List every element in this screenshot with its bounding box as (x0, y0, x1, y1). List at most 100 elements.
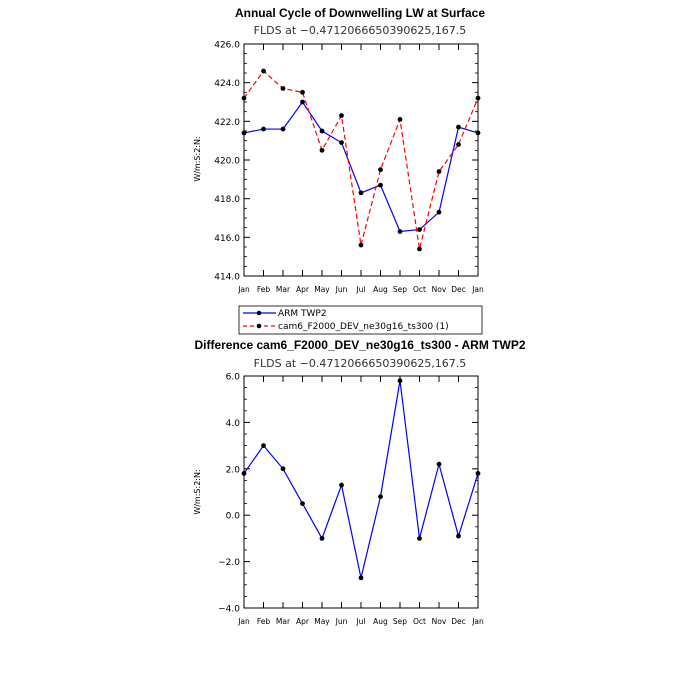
data-point (397, 117, 403, 122)
data-point (339, 482, 344, 488)
y-tick-label: 422.0 (214, 118, 240, 128)
data-point (417, 246, 422, 252)
plot-frame (243, 375, 479, 609)
legend-entry-arm: ARM TWP2 (278, 309, 327, 319)
y-tick-label: 6.0 (226, 373, 241, 383)
legend: ARM TWP2 cam6_F2000_DEV_ne30g16_ts300 (1… (238, 305, 483, 335)
data-point (417, 536, 422, 541)
data-point (319, 147, 325, 153)
x-tick-label: Sep (393, 285, 407, 294)
data-point (456, 142, 461, 147)
data-point (378, 494, 383, 500)
y-tick-label: 2.0 (226, 465, 241, 475)
x-tick-label: Feb (257, 617, 271, 626)
x-tick-label: May (314, 617, 330, 626)
y-tick-label: −4.0 (218, 605, 240, 615)
x-tick-label: Apr (296, 285, 310, 294)
legend-marker-arm (256, 310, 262, 316)
series-line-1 (243, 380, 479, 578)
x-tick-label: Aug (373, 617, 388, 626)
plot-series (241, 378, 481, 581)
x-tick-label: Jun (335, 617, 348, 626)
x-tick-label: Oct (413, 617, 426, 626)
x-tick-label: Jan (471, 617, 484, 626)
data-point (241, 471, 247, 476)
x-tick-label: Jan (237, 617, 250, 626)
legend-marker-cam6 (256, 323, 262, 329)
data-point (261, 443, 266, 448)
y-tick-label: 420.0 (214, 157, 240, 167)
chart-subtitle: FLDS at −0.4712066650390625,167.5 (254, 24, 467, 37)
chart-title: Difference cam6_F2000_DEV_ne30g16_ts300 … (194, 338, 525, 352)
y-tick-label: 426.0 (214, 41, 240, 51)
data-point (339, 113, 344, 118)
series-line-2 (243, 70, 479, 250)
data-point (475, 130, 481, 136)
plot-axes: 414.0 416.0 418.0 420.0 422.0 424.0 426.0 Jan Fe… (214, 41, 484, 295)
data-point (436, 461, 442, 467)
y-tick-label: 418.0 (214, 195, 240, 205)
data-point (241, 130, 247, 136)
plot-series (241, 68, 481, 252)
x-tick-label: Dec (451, 617, 466, 626)
legend-entry-cam6: cam6_F2000_DEV_ne30g16_ts300 (1) (278, 322, 449, 332)
x-tick-label: May (314, 285, 330, 294)
data-point (378, 167, 383, 173)
data-point (261, 126, 266, 132)
data-point (397, 378, 403, 384)
x-tick-label: Jul (355, 285, 365, 294)
annual-cycle-panel: Annual Cycle of Downwelling LW at Surfac… (193, 6, 485, 335)
x-tick-label: Aug (373, 285, 388, 294)
data-point (241, 95, 247, 101)
y-tick-label: 424.0 (214, 79, 240, 89)
data-point (456, 124, 461, 130)
x-tick-label: Dec (451, 285, 466, 294)
x-tick-label: Mar (276, 617, 291, 626)
data-point (397, 229, 403, 234)
legend-box (238, 305, 483, 335)
data-point (475, 95, 481, 101)
x-tick-label: Nov (432, 285, 447, 294)
data-point (358, 242, 364, 248)
data-point (436, 169, 442, 175)
x-tick-label: Mar (276, 285, 291, 294)
x-tick-label: Sep (393, 617, 407, 626)
y-tick-label: 0.0 (226, 512, 241, 522)
data-point (358, 190, 364, 196)
chart-title: Annual Cycle of Downwelling LW at Surfac… (235, 6, 485, 20)
data-point (280, 466, 286, 472)
data-point (319, 128, 325, 134)
data-point (300, 89, 305, 95)
x-tick-label: Jan (237, 285, 250, 294)
data-point (358, 575, 364, 581)
y-tick-label: 414.0 (214, 273, 240, 283)
plot-axes: −4.0 −2.0 0.0 2.0 4.0 6.0 Jan Feb Mar Apr May Jun Ju… (218, 373, 484, 627)
data-point (319, 536, 325, 541)
data-point (280, 126, 286, 132)
y-axis-label: W/m:S:2:N: (193, 136, 202, 181)
x-tick-label: Oct (413, 285, 426, 294)
difference-panel: Difference cam6_F2000_DEV_ne30g16_ts300 … (193, 338, 526, 626)
chart-subtitle: FLDS at −0.4712066650390625,167.5 (254, 357, 467, 370)
x-tick-label: Feb (257, 285, 271, 294)
data-point (417, 227, 422, 233)
x-tick-label: Apr (296, 617, 310, 626)
data-point (378, 182, 383, 188)
data-point (475, 471, 481, 476)
x-tick-label: Jun (335, 285, 348, 294)
y-tick-label: −2.0 (218, 558, 240, 568)
data-point (300, 501, 305, 506)
y-axis-label: W/m:S:2:N: (193, 469, 202, 514)
data-point (339, 140, 344, 146)
x-tick-label: Nov (432, 617, 447, 626)
y-tick-label: 416.0 (214, 234, 240, 244)
data-point (456, 533, 461, 539)
data-point (280, 86, 286, 91)
data-point (300, 99, 305, 105)
data-point (261, 68, 266, 74)
x-tick-label: Jan (471, 285, 484, 294)
y-tick-label: 4.0 (226, 419, 241, 429)
x-tick-label: Jul (355, 617, 365, 626)
data-point (436, 209, 442, 215)
